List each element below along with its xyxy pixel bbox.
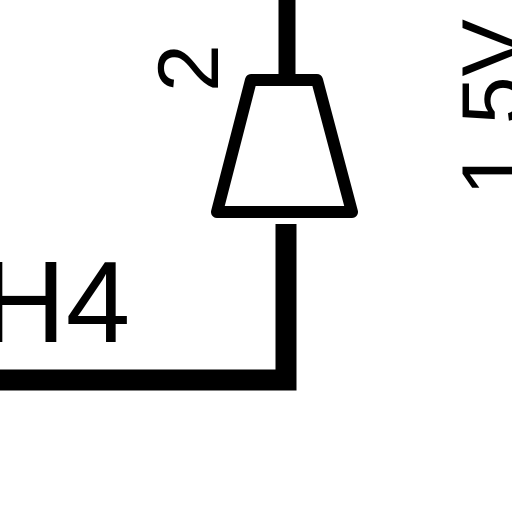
component-symbol [211,74,358,218]
component-ref-label: H4 [0,237,130,367]
wire-bottom [0,224,297,391]
pin-number-label: 2 [141,44,237,92]
value-label: 1,5V [445,19,512,196]
